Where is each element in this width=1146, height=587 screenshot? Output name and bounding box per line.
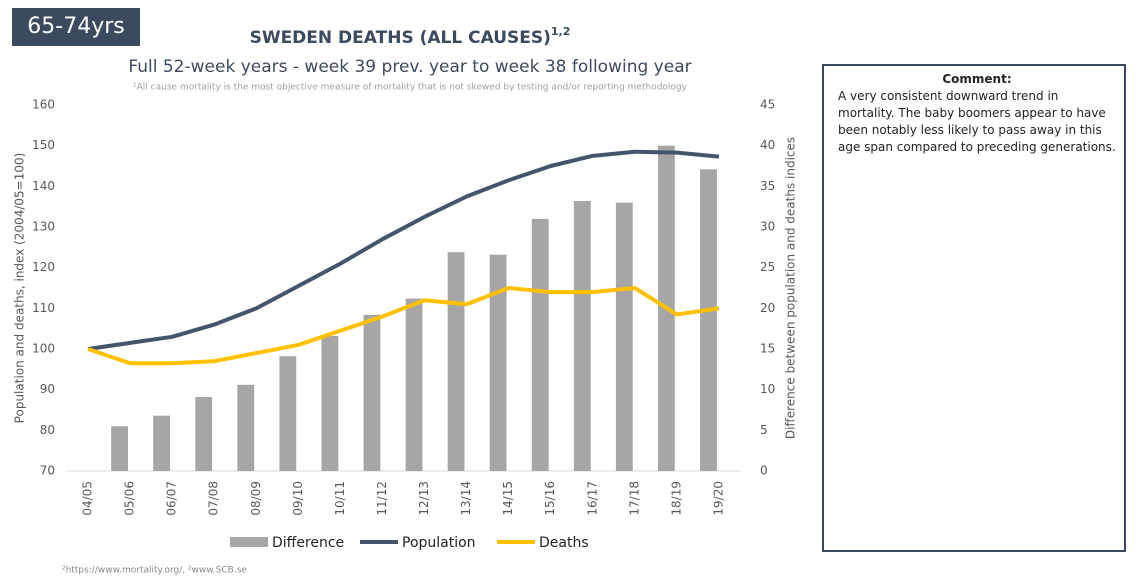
bar — [363, 314, 381, 471]
line — [87, 149, 720, 351]
legend-swatch — [230, 537, 268, 547]
age-badge: 65-74yrs — [12, 8, 140, 46]
comment-text: A very consistent downward trend in mort… — [838, 89, 1116, 154]
x-tick-label: 05/06 — [123, 481, 137, 516]
y2-tick-label: 35 — [760, 179, 775, 193]
y-tick-label: 140 — [32, 179, 55, 193]
bar — [321, 335, 339, 471]
x-tick-label: 17/18 — [627, 481, 641, 516]
comment-title: Comment: — [942, 72, 1012, 86]
y-tick-label: 80 — [40, 423, 55, 437]
bar — [615, 202, 633, 471]
x-tick-label: 19/20 — [711, 481, 725, 516]
bar — [153, 415, 171, 471]
x-tick-label: 11/12 — [375, 481, 389, 516]
legend-label: Deaths — [539, 535, 589, 551]
y2-axis-label: Difference between population and deaths… — [784, 137, 798, 439]
y-tick-label: 120 — [32, 260, 55, 274]
y2-tick-label: 25 — [760, 260, 775, 274]
y-tick-label: 150 — [32, 138, 55, 152]
comment-box: Comment: A very consistent downward tren… — [822, 64, 1126, 552]
x-tick-label: 08/09 — [249, 481, 263, 516]
y-tick-label: 90 — [40, 382, 55, 396]
y-tick-label: 100 — [32, 342, 55, 356]
x-tick-label: 15/16 — [543, 481, 557, 516]
bar — [279, 356, 297, 471]
x-tick-label: 13/14 — [459, 481, 473, 516]
title-superscript: 1,2 — [551, 25, 571, 38]
legend-label: Difference — [272, 535, 344, 551]
x-tick-label: 10/11 — [333, 481, 347, 516]
bar — [447, 252, 465, 471]
bar — [111, 426, 128, 471]
y2-tick-label: 45 — [760, 98, 775, 112]
x-tick-label: 09/10 — [291, 481, 305, 516]
x-tick-label: 04/05 — [81, 481, 95, 516]
x-tick-label: 16/17 — [585, 481, 599, 516]
y2-tick-label: 20 — [760, 301, 775, 315]
y-tick-label: 160 — [32, 98, 55, 112]
y-tick-label: 110 — [32, 301, 55, 315]
bar — [237, 384, 255, 471]
bar — [573, 200, 591, 471]
title-text: SWEDEN DEATHS (ALL CAUSES) — [250, 28, 551, 48]
footnote: ¹All cause mortality is the most objecti… — [133, 83, 688, 93]
chart-title: SWEDEN DEATHS (ALL CAUSES)1,2 — [250, 25, 571, 48]
y2-tick-label: 5 — [760, 423, 768, 437]
x-tick-label: 12/13 — [417, 481, 431, 516]
x-tick-label: 06/07 — [165, 481, 179, 516]
bar — [195, 396, 213, 471]
y2-tick-label: 30 — [760, 220, 775, 234]
y2-tick-label: 15 — [760, 342, 775, 356]
bar — [531, 218, 549, 471]
x-tick-label: 18/19 — [669, 481, 683, 516]
x-tick-label: 07/08 — [207, 481, 221, 516]
source: ²https://www.mortality.org/, ²www.SCB.se — [62, 566, 247, 576]
y2-tick-label: 10 — [760, 382, 775, 396]
y-axis-label: Population and deaths, index (2004/05=10… — [13, 153, 27, 424]
subtitle: Full 52-week years - week 39 prev. year … — [128, 57, 691, 77]
line — [87, 286, 720, 366]
y-tick-label: 130 — [32, 220, 55, 234]
bar — [700, 169, 717, 471]
y2-tick-label: 0 — [760, 464, 768, 478]
y-tick-label: 70 — [40, 464, 55, 478]
legend-label: Population — [402, 535, 476, 551]
x-tick-label: 14/15 — [501, 481, 515, 516]
bar — [405, 298, 423, 471]
bar — [489, 254, 507, 471]
y2-tick-label: 40 — [760, 138, 775, 152]
